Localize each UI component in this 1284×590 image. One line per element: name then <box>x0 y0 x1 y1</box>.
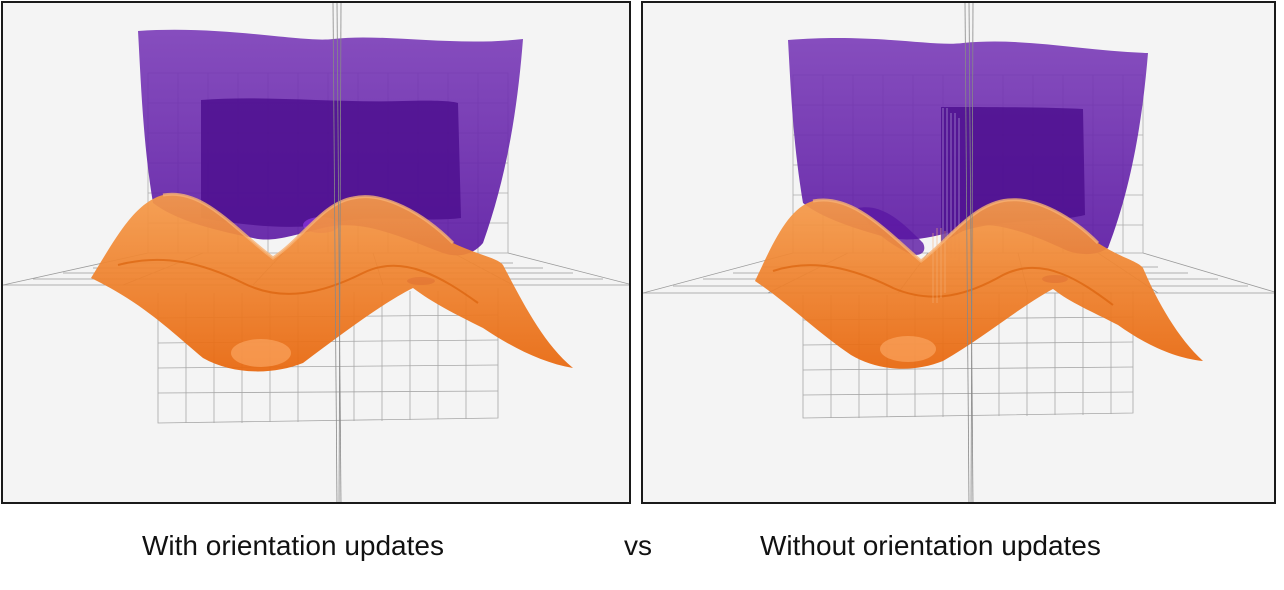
caption-with-orientation: With orientation updates <box>142 530 444 561</box>
orange-surface <box>91 194 573 372</box>
vertical-axis <box>332 3 342 502</box>
orange-crest <box>812 198 1100 263</box>
orange-streak-artifacts <box>932 228 946 303</box>
left-3d-plot <box>3 3 629 502</box>
orange-glow <box>880 336 936 362</box>
caption-without-orientation: Without orientation updates <box>760 530 1101 561</box>
purple-fold <box>858 207 925 255</box>
right-render-panel <box>641 1 1276 504</box>
orange-glow <box>231 339 291 367</box>
orange-surface <box>755 199 1203 369</box>
caption-vs: vs <box>624 530 652 561</box>
right-3d-plot <box>643 3 1274 502</box>
orange-inner-fold <box>117 258 479 304</box>
left-render-panel <box>1 1 631 504</box>
orange-crest <box>162 192 455 260</box>
orange-inner-fold <box>772 264 1114 306</box>
purple-inner-surface <box>201 98 461 227</box>
vertical-axis <box>964 3 974 502</box>
